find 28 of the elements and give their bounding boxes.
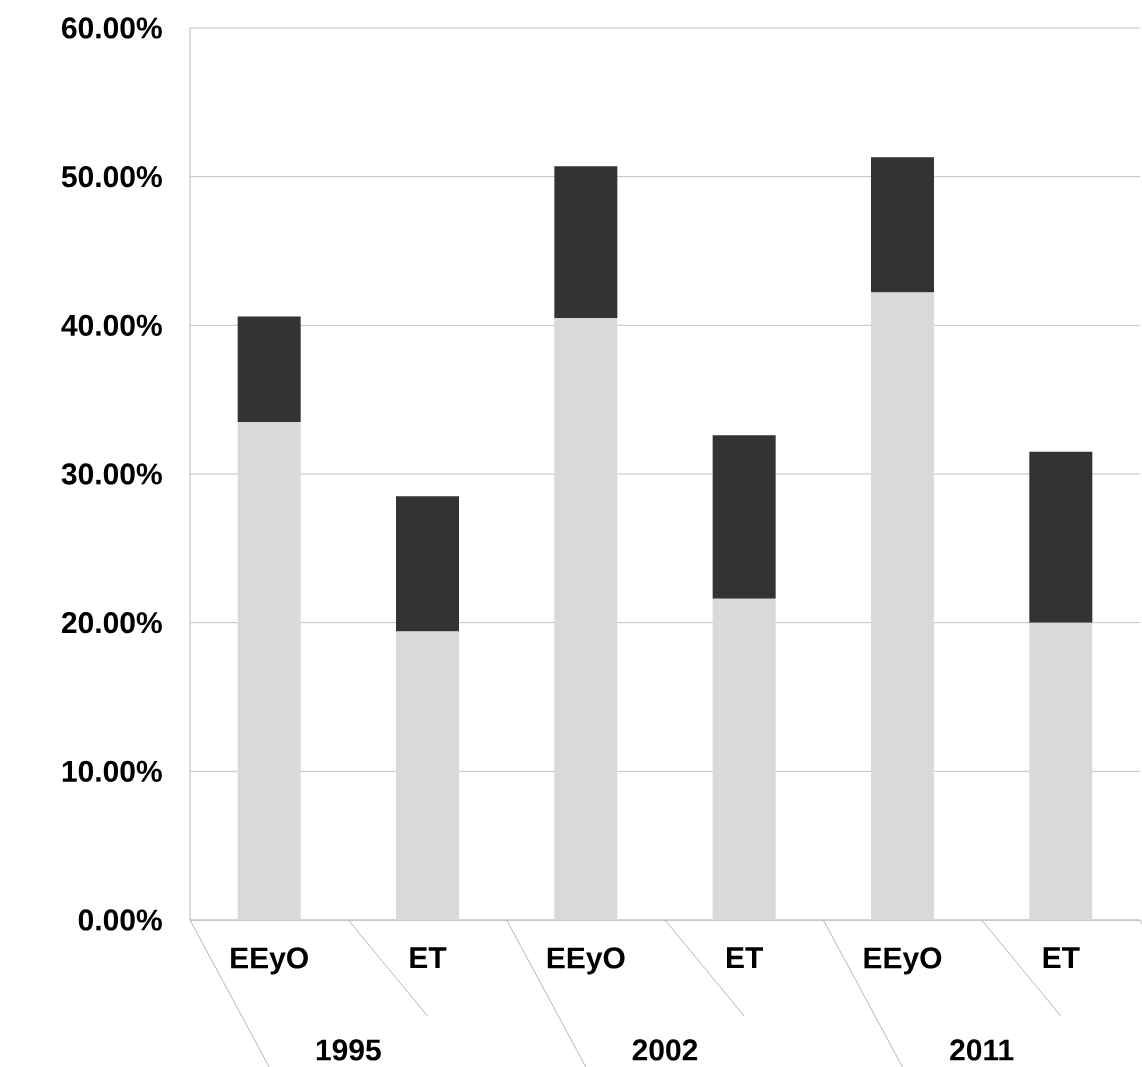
- y-tick-label: 10.00%: [62, 760, 162, 782]
- bar: [554, 166, 618, 318]
- y-tick-label: 30.00%: [61, 463, 162, 485]
- x-tick-label: ET: [1043, 947, 1080, 968]
- x-tick-label: EEyO: [864, 947, 942, 975]
- bar: [712, 598, 776, 920]
- y-tick-label: 50.00%: [61, 166, 162, 188]
- text: 2011: [950, 1039, 1014, 1061]
- bar: [1029, 622, 1093, 920]
- bar: [554, 317, 618, 920]
- y-tick-label: 60.00%: [62, 17, 162, 39]
- bar: [237, 316, 301, 422]
- bar: [396, 631, 459, 920]
- bar: [237, 421, 301, 920]
- x-tick-label: ET: [410, 947, 447, 968]
- text: 1995: [316, 1039, 381, 1061]
- x-tick-label: ET: [727, 947, 764, 968]
- y-tick-label: 0.00%: [78, 909, 162, 931]
- bar: [870, 292, 934, 920]
- y-tick-label: 20.00%: [61, 612, 162, 634]
- bar: [870, 157, 934, 293]
- x-tick-label: EEyO: [547, 947, 625, 975]
- text: 2002: [632, 1039, 698, 1061]
- x-tick-label: EEyO: [231, 947, 308, 975]
- bar: [712, 435, 776, 599]
- bar: [1029, 451, 1093, 623]
- y-tick-label: 40.00%: [61, 314, 162, 336]
- bar: [396, 496, 459, 632]
